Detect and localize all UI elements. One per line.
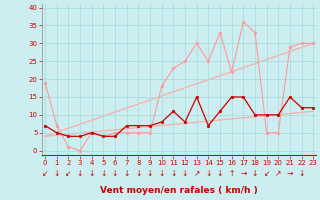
Text: ↗: ↗ bbox=[275, 169, 282, 178]
Text: →: → bbox=[287, 169, 293, 178]
Text: ↓: ↓ bbox=[182, 169, 188, 178]
Text: ↓: ↓ bbox=[147, 169, 153, 178]
Text: ↙: ↙ bbox=[42, 169, 48, 178]
Text: Vent moyen/en rafales ( km/h ): Vent moyen/en rafales ( km/h ) bbox=[100, 186, 258, 195]
Text: ↓: ↓ bbox=[112, 169, 118, 178]
Text: ↓: ↓ bbox=[89, 169, 95, 178]
Text: ↓: ↓ bbox=[299, 169, 305, 178]
Text: ↓: ↓ bbox=[217, 169, 223, 178]
Text: ↓: ↓ bbox=[77, 169, 83, 178]
Text: ↙: ↙ bbox=[65, 169, 72, 178]
Text: ↓: ↓ bbox=[135, 169, 141, 178]
Text: ↙: ↙ bbox=[263, 169, 270, 178]
Text: ↓: ↓ bbox=[53, 169, 60, 178]
Text: ↓: ↓ bbox=[252, 169, 258, 178]
Text: ↓: ↓ bbox=[100, 169, 107, 178]
Text: ↓: ↓ bbox=[124, 169, 130, 178]
Text: ↑: ↑ bbox=[228, 169, 235, 178]
Text: ↗: ↗ bbox=[194, 169, 200, 178]
Text: →: → bbox=[240, 169, 246, 178]
Text: ↓: ↓ bbox=[170, 169, 177, 178]
Text: ↓: ↓ bbox=[205, 169, 212, 178]
Text: ↓: ↓ bbox=[158, 169, 165, 178]
